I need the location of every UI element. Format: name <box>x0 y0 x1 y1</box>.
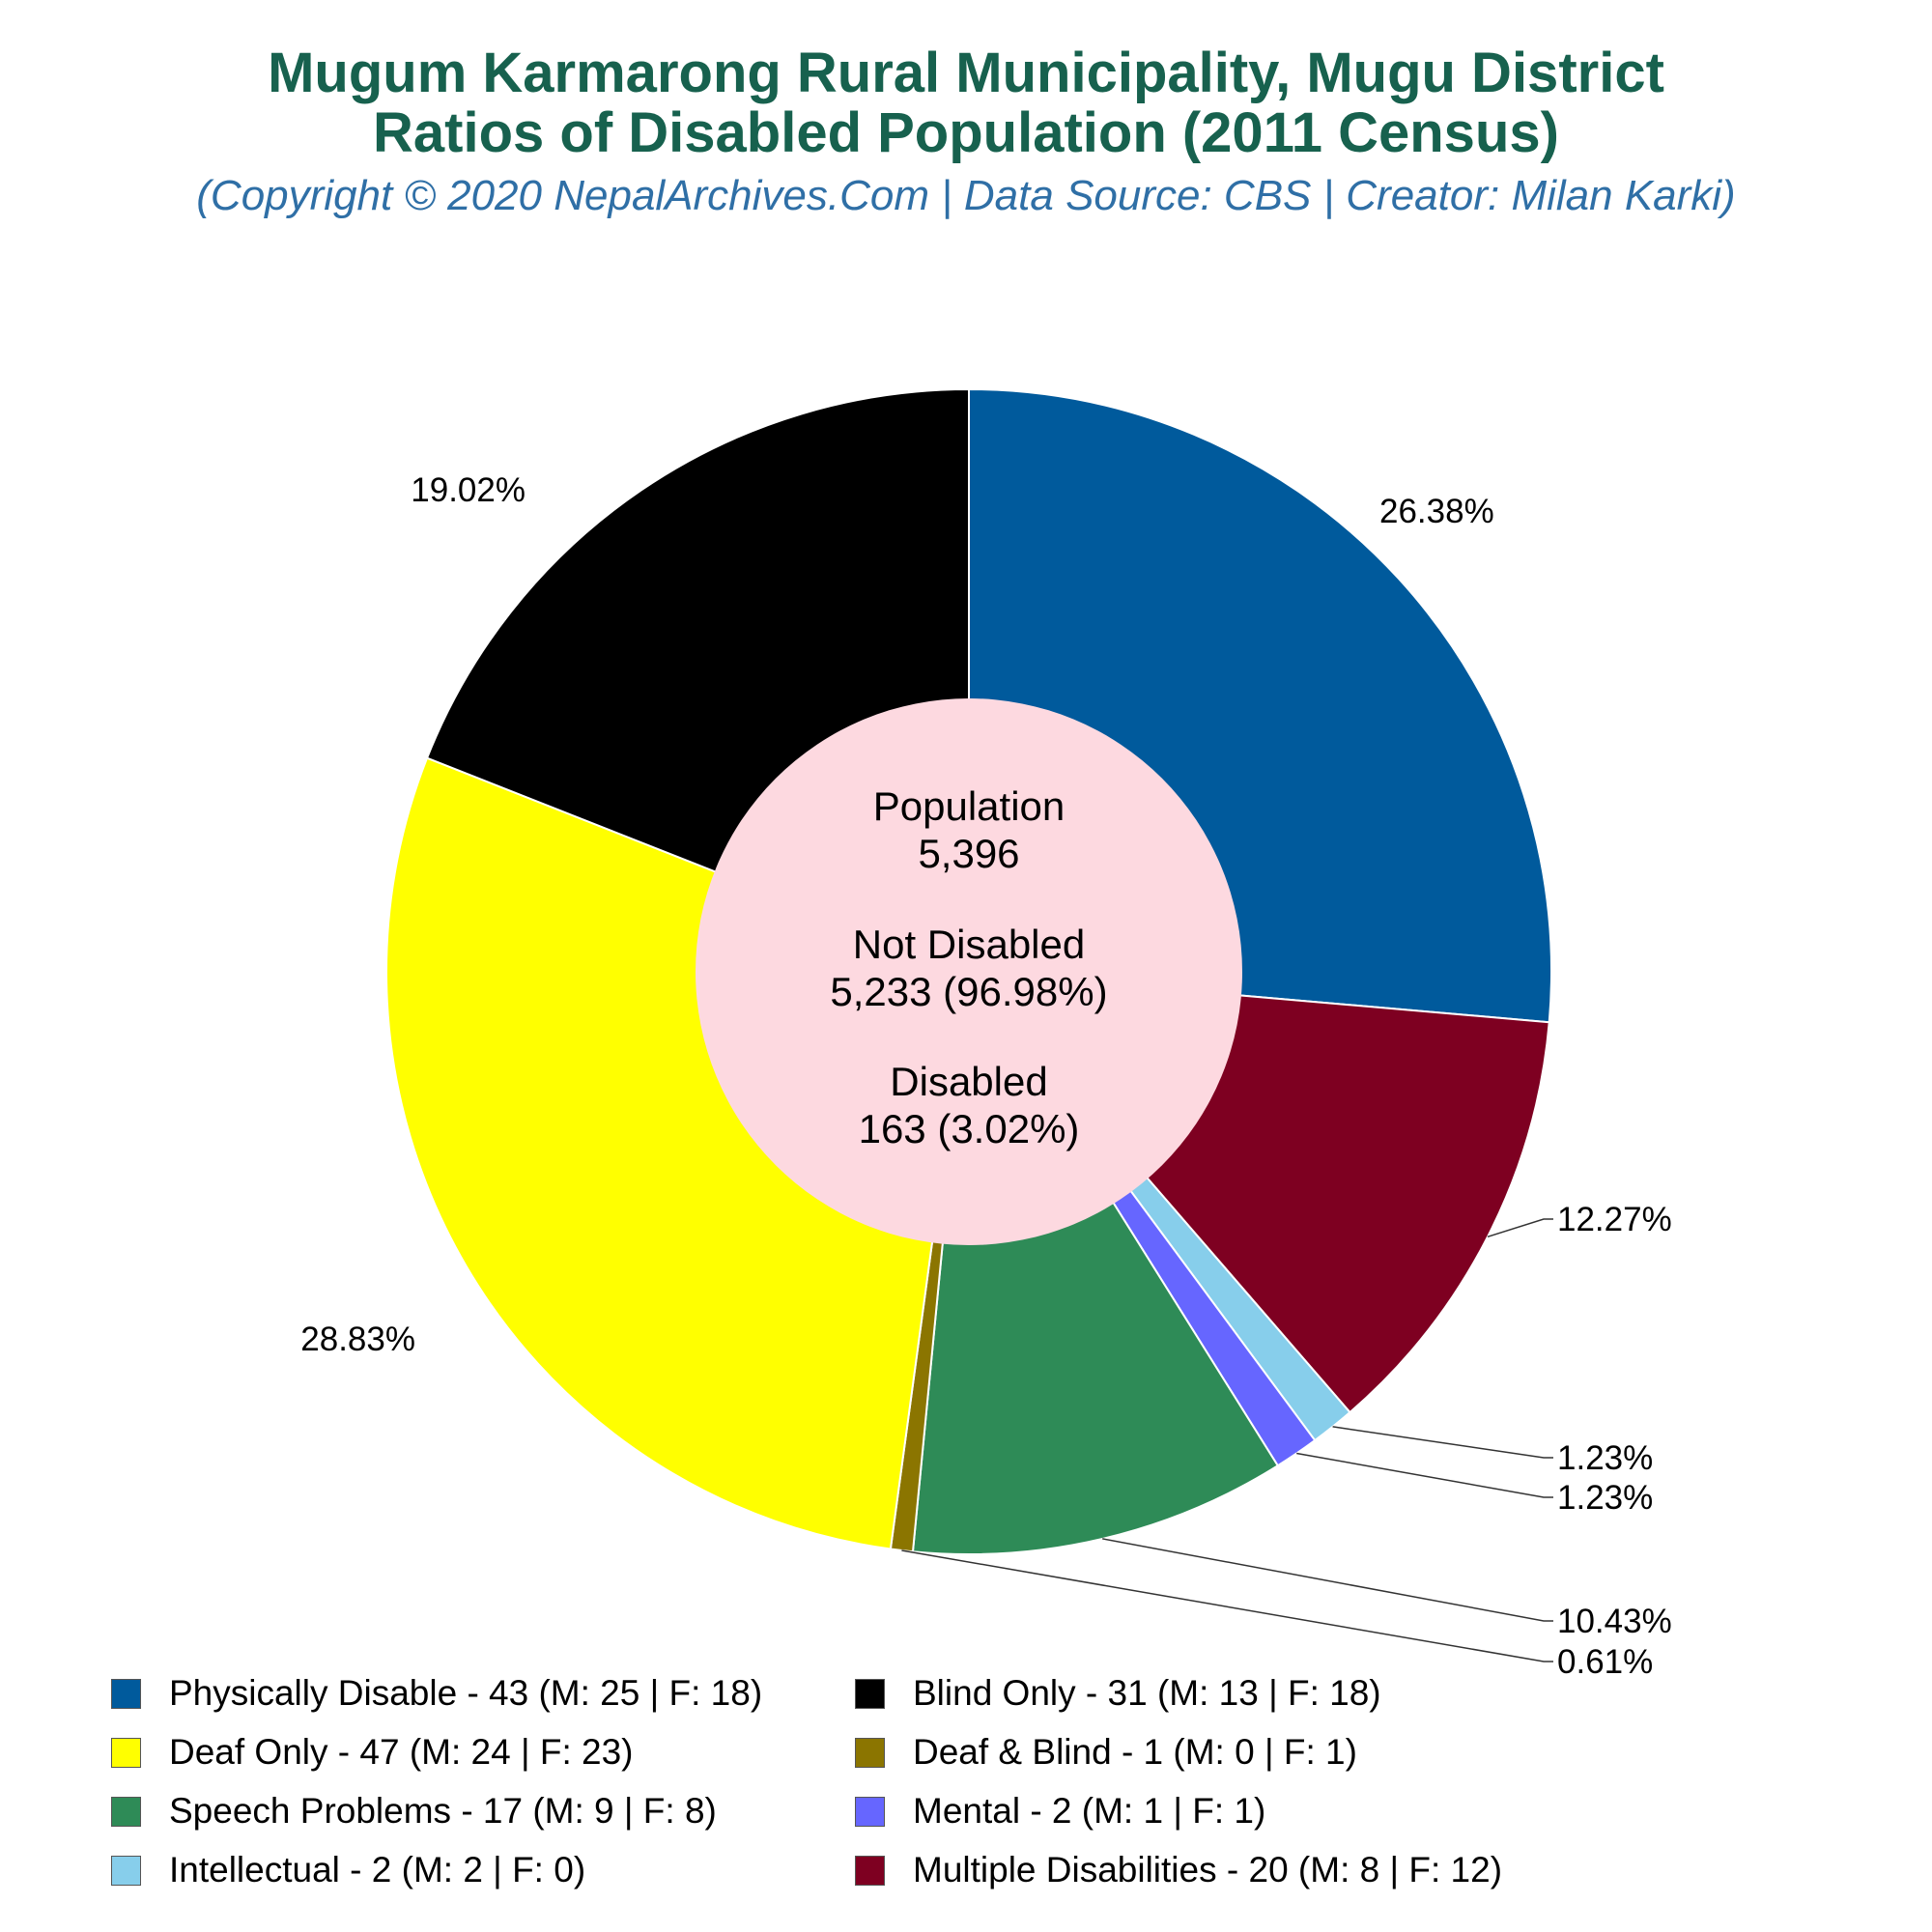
legend-item-blind-only: Blind Only - 31 (M: 13 | F: 18) <box>855 1669 1628 1718</box>
population-label: Population <box>873 783 1065 829</box>
legend-swatch-deaf-only <box>111 1737 141 1768</box>
legend-label-deaf-and-blind: Deaf & Blind - 1 (M: 0 | F: 1) <box>913 1732 1357 1772</box>
legend-label-physically-disable: Physically Disable - 43 (M: 25 | F: 18) <box>169 1673 763 1713</box>
legend-swatch-speech-problems <box>111 1796 141 1827</box>
legend-item-deaf-only: Deaf Only - 47 (M: 24 | F: 23) <box>111 1728 855 1776</box>
legend-item-deaf-and-blind: Deaf & Blind - 1 (M: 0 | F: 1) <box>855 1728 1628 1776</box>
legend-label-deaf-only: Deaf Only - 47 (M: 24 | F: 23) <box>169 1732 634 1772</box>
chart-title-line-1: Mugum Karmarong Rural Municipality, Mugu… <box>268 42 1664 104</box>
percent-labels-layer: 26.38% 12.27% 1.23%1.23% 10.43%0.61% 28.83% 1… <box>300 471 1671 1681</box>
legend-label-intellectual: Intellectual - 2 (M: 2 | F: 0) <box>169 1850 586 1889</box>
chart-header: Mugum Karmarong Rural Municipality, Mugu… <box>0 43 1932 225</box>
percent-label-deaf-only: 28.83% <box>300 1321 415 1358</box>
disabled-label: Disabled <box>890 1059 1047 1104</box>
leader-line-speech-problems <box>1102 1538 1553 1622</box>
legend-label-blind-only: Blind Only - 31 (M: 13 | F: 18) <box>913 1673 1381 1713</box>
chart-legend: Physically Disable - 43 (M: 25 | F: 18) B… <box>111 1669 1850 1894</box>
percent-label-intellectual: 1.23% <box>1557 1439 1653 1477</box>
percent-label-mental: 1.23% <box>1557 1479 1653 1517</box>
legend-swatch-multiple-disabilities <box>855 1855 885 1886</box>
leader-line-deaf-and-blind <box>901 1549 1553 1662</box>
legend-item-mental: Mental - 2 (M: 1 | F: 1) <box>855 1787 1628 1835</box>
percent-label-speech-problems: 10.43% <box>1557 1603 1672 1640</box>
percent-label-blind-only: 19.02% <box>411 471 526 509</box>
legend-label-mental: Mental - 2 (M: 1 | F: 1) <box>913 1791 1266 1831</box>
legend-item-intellectual: Intellectual - 2 (M: 2 | F: 0) <box>111 1846 855 1894</box>
legend-swatch-mental <box>855 1796 885 1827</box>
legend-swatch-blind-only <box>855 1678 885 1709</box>
legend-label-multiple-disabilities: Multiple Disabilities - 20 (M: 8 | F: 12… <box>913 1850 1503 1889</box>
population-value: 5,396 <box>918 831 1019 876</box>
legend-swatch-intellectual <box>111 1855 141 1886</box>
leader-lines-layer <box>901 1218 1553 1662</box>
legend-swatch-physically-disable <box>111 1678 141 1709</box>
percent-label-physically-disable: 26.38% <box>1379 493 1494 530</box>
percent-label-deaf-and-blind: 0.61% <box>1557 1643 1653 1681</box>
not-disabled-value: 5,233 (96.98%) <box>830 969 1107 1014</box>
legend-item-physically-disable: Physically Disable - 43 (M: 25 | F: 18) <box>111 1669 855 1718</box>
center-summary: Population 5,396 Not Disabled 5,233 (96.… <box>830 783 1107 1151</box>
legend-swatch-deaf-and-blind <box>855 1737 885 1768</box>
legend-item-multiple-disabilities: Multiple Disabilities - 20 (M: 8 | F: 12… <box>855 1846 1628 1894</box>
leader-line-multiple-disabilities <box>1487 1218 1553 1238</box>
not-disabled-label: Not Disabled <box>853 922 1085 967</box>
leader-line-mental <box>1296 1452 1553 1498</box>
disabled-value: 163 (3.02%) <box>859 1106 1080 1151</box>
legend-label-speech-problems: Speech Problems - 17 (M: 9 | F: 8) <box>169 1791 717 1831</box>
center-circle <box>696 698 1242 1245</box>
legend-item-speech-problems: Speech Problems - 17 (M: 9 | F: 8) <box>111 1787 855 1835</box>
percent-label-multiple-disabilities: 12.27% <box>1557 1201 1672 1238</box>
chart-title-line-2: Ratios of Disabled Population (2011 Cens… <box>373 101 1559 164</box>
chart-subtitle: (Copyright © 2020 NepalArchives.Com | Da… <box>196 172 1736 219</box>
leader-line-intellectual <box>1332 1426 1553 1459</box>
